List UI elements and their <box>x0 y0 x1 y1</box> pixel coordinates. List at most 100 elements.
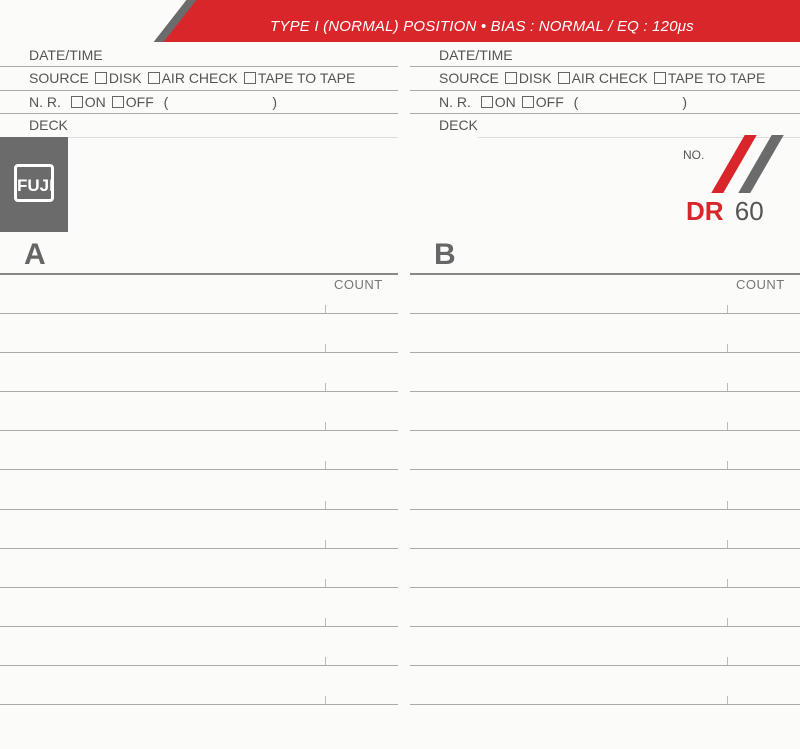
track-line[interactable] <box>410 469 800 471</box>
fuji-logo: FUJI <box>0 137 68 232</box>
paren-close: ) <box>682 94 688 110</box>
date-time-label: DATE/TIME <box>29 47 103 63</box>
rule <box>478 137 800 138</box>
nr-option: ON <box>84 94 106 110</box>
track-line[interactable] <box>0 352 398 354</box>
track-line[interactable] <box>0 547 398 549</box>
track-line[interactable] <box>410 352 800 354</box>
nr-label: N. R. <box>29 94 61 110</box>
track-line[interactable] <box>410 704 800 705</box>
source-checkbox[interactable] <box>243 72 256 84</box>
source-option: DISK <box>108 70 142 86</box>
paren-open: ( <box>163 94 169 110</box>
count-tick <box>325 578 326 587</box>
count-tick <box>727 500 728 509</box>
number-label: NO. <box>683 148 705 162</box>
count-tick <box>325 617 326 626</box>
count-tick <box>325 305 326 313</box>
track-line[interactable] <box>410 547 800 549</box>
count-tick <box>325 539 326 548</box>
count-tick <box>727 656 728 665</box>
track-line[interactable] <box>0 586 398 588</box>
count-tick <box>727 344 728 353</box>
side-divider <box>0 273 398 275</box>
fuji-logo-mark: FUJI <box>14 164 54 202</box>
count-label: COUNT <box>334 277 383 292</box>
nr-checkbox[interactable] <box>480 96 493 108</box>
nr-option: OFF <box>125 94 154 110</box>
count-tick <box>325 500 326 509</box>
count-label: COUNT <box>736 277 785 292</box>
nr-option: ON <box>494 94 516 110</box>
count-tick <box>727 383 728 392</box>
count-tick <box>325 383 326 392</box>
source-label: SOURCE <box>439 70 499 86</box>
count-tick <box>727 617 728 626</box>
source-checkbox[interactable] <box>94 72 107 84</box>
source-option: AIR CHECK <box>161 70 238 86</box>
side-divider <box>410 273 800 275</box>
count-tick <box>727 305 728 313</box>
deck-label: DECK <box>439 117 478 133</box>
track-line[interactable] <box>0 469 398 471</box>
track-line[interactable] <box>410 508 800 510</box>
rule <box>0 113 398 114</box>
track-line[interactable] <box>410 625 800 627</box>
source-checkbox[interactable] <box>504 72 517 84</box>
deck-label: DECK <box>29 117 68 133</box>
track-line[interactable] <box>0 313 398 314</box>
track-line[interactable] <box>410 313 800 314</box>
nr-row: N. R. ON OFF () <box>29 94 277 110</box>
rule <box>68 137 398 138</box>
nr-checkbox[interactable] <box>70 96 83 108</box>
source-option: DISK <box>518 70 552 86</box>
track-line[interactable] <box>0 664 398 666</box>
count-tick <box>727 539 728 548</box>
track-line[interactable] <box>410 391 800 393</box>
track-line[interactable] <box>0 391 398 393</box>
source-checkbox[interactable] <box>653 72 666 84</box>
side-b-label: B <box>434 238 456 271</box>
count-tick <box>727 696 728 704</box>
count-tick <box>727 422 728 431</box>
nr-row: N. R. ON OFF () <box>439 94 687 110</box>
track-line[interactable] <box>410 586 800 588</box>
track-line[interactable] <box>0 625 398 627</box>
count-tick <box>325 461 326 470</box>
model-length: 60 <box>734 196 764 226</box>
paren-open: ( <box>573 94 579 110</box>
track-line[interactable] <box>0 704 398 705</box>
track-line[interactable] <box>0 508 398 510</box>
source-option: AIR CHECK <box>571 70 648 86</box>
model-name: DR 60 <box>686 196 764 227</box>
source-option: TAPE TO TAPE <box>667 70 766 86</box>
source-row: SOURCE DISK AIR CHECK TAPE TO TAPE <box>439 70 765 86</box>
rule <box>410 90 800 91</box>
source-label: SOURCE <box>29 70 89 86</box>
rule <box>410 66 800 67</box>
nr-checkbox[interactable] <box>111 96 124 108</box>
paren-close: ) <box>272 94 278 110</box>
source-row: SOURCE DISK AIR CHECK TAPE TO TAPE <box>29 70 355 86</box>
count-tick <box>325 656 326 665</box>
source-checkbox[interactable] <box>147 72 160 84</box>
tape-spec-text: TYPE I (NORMAL) POSITION • BIAS : NORMAL… <box>270 18 694 35</box>
rule <box>0 90 398 91</box>
track-line[interactable] <box>0 430 398 432</box>
count-tick <box>325 696 326 704</box>
nr-option: OFF <box>535 94 564 110</box>
count-tick <box>325 422 326 431</box>
model-dr: DR <box>686 196 724 226</box>
rule <box>0 66 398 67</box>
track-line[interactable] <box>410 664 800 666</box>
count-tick <box>727 578 728 587</box>
count-tick <box>325 344 326 353</box>
rule <box>410 113 800 114</box>
nr-checkbox[interactable] <box>521 96 534 108</box>
nr-label: N. R. <box>439 94 471 110</box>
source-option: TAPE TO TAPE <box>257 70 356 86</box>
count-tick <box>727 461 728 470</box>
track-line[interactable] <box>410 430 800 432</box>
source-checkbox[interactable] <box>557 72 570 84</box>
spec-banner <box>155 0 800 42</box>
